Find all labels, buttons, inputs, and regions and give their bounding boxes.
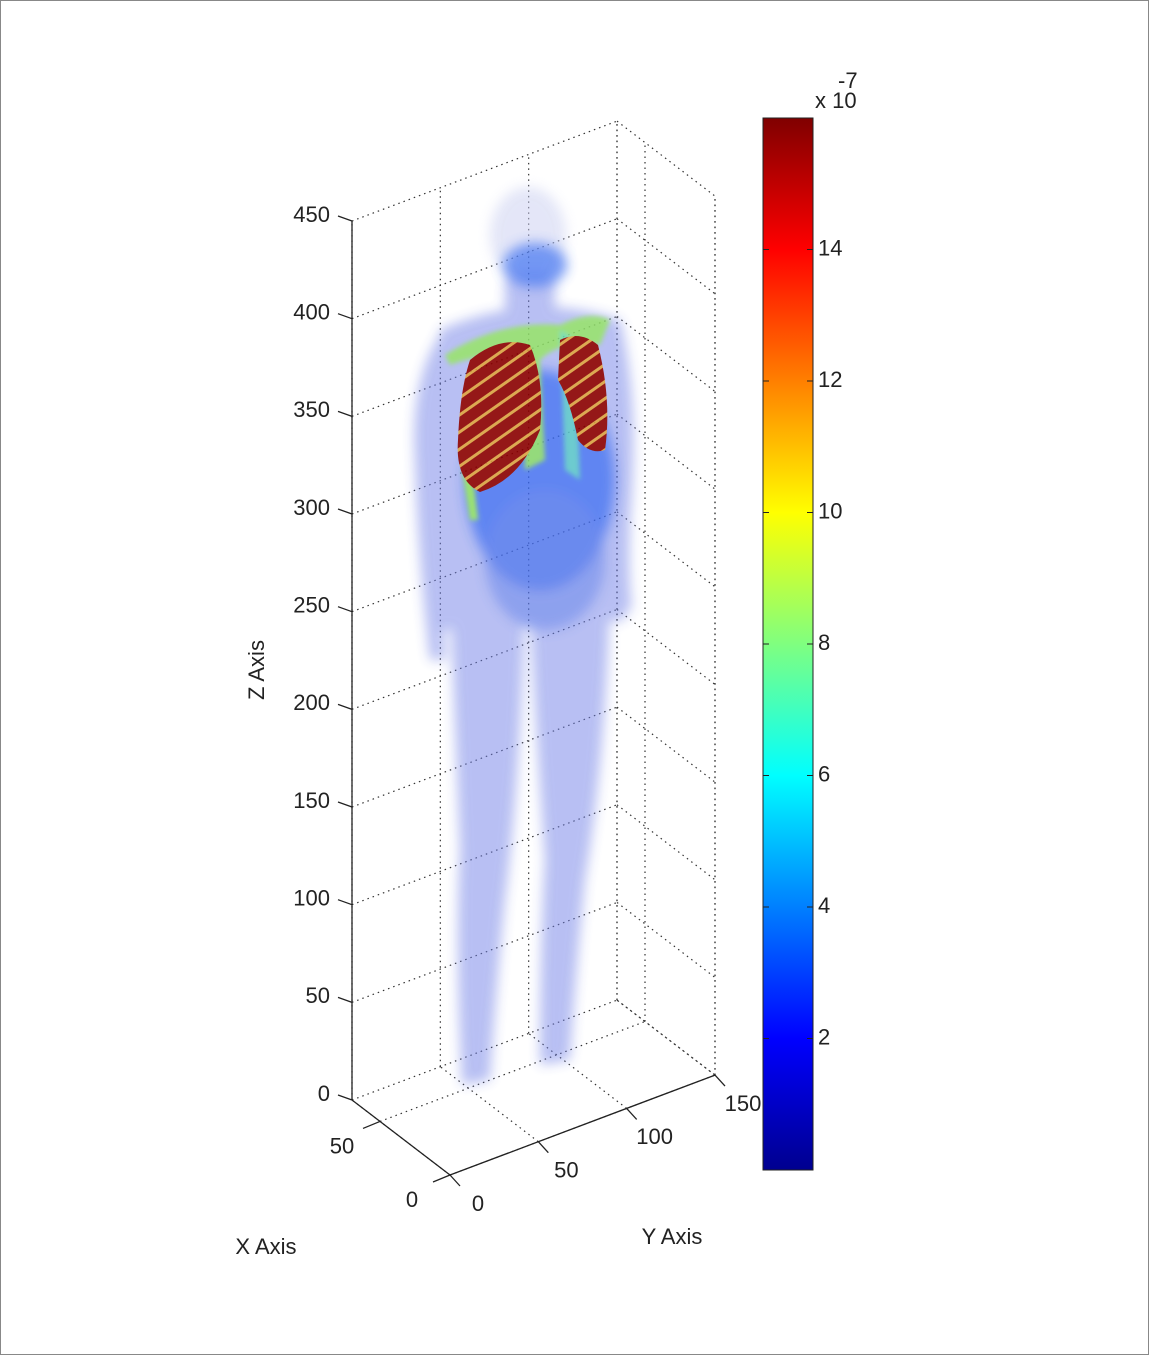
z-tick: [337, 996, 353, 1003]
colorbar-tick-label: 14: [818, 235, 842, 260]
x-tick-label: 0: [406, 1187, 418, 1212]
z-tick: [337, 703, 353, 710]
colorbar-multiplier: x 10: [815, 88, 857, 113]
z-tick: [337, 606, 353, 613]
z-tick: [337, 215, 353, 222]
volume-render: [414, 187, 634, 1085]
z-tick-label: 450: [293, 202, 330, 227]
y-tick: [626, 1107, 638, 1120]
x-axis-line: [351, 1099, 451, 1176]
z-tick: [337, 410, 353, 417]
z-tick-label: 300: [293, 495, 330, 520]
z-grid-line: [616, 901, 716, 978]
colorbar-tick-label: 10: [818, 498, 842, 523]
colorbar-tick-label: 12: [818, 367, 842, 392]
colorbar-exponent: -7: [838, 68, 858, 93]
x-tick: [362, 1120, 381, 1130]
y-grid-line: [439, 1066, 539, 1143]
colorbar-tick-label: 4: [818, 893, 830, 918]
z-tick: [337, 801, 353, 808]
y-tick-label: 100: [636, 1124, 673, 1149]
z-grid-line: [616, 608, 716, 685]
colorbar-tick-label: 2: [818, 1024, 830, 1049]
y-tick-label: 150: [725, 1091, 762, 1116]
x-tick: [432, 1174, 451, 1183]
z-tick: [337, 313, 353, 320]
y-axis-label: Y Axis: [642, 1224, 703, 1249]
y-grid-line: [528, 1032, 628, 1109]
z-tick-label: 50: [306, 983, 330, 1008]
y-tick-label: 0: [472, 1191, 484, 1216]
z-tick-label: 100: [293, 886, 330, 911]
z-grid-line: [616, 804, 716, 881]
y-tick: [714, 1074, 726, 1087]
z-grid-line: [616, 706, 716, 783]
z-tick-label: 350: [293, 397, 330, 422]
y-axis-line: [449, 1074, 716, 1176]
z-grid-line: [616, 120, 716, 197]
colorbar: 2 4 6 8 10 12 14 x 10-7: [762, 68, 858, 1171]
z-tick-label: 200: [293, 690, 330, 715]
z-grid-line: [616, 413, 716, 490]
colorbar-gradient: [762, 117, 814, 1171]
z-tick: [337, 1094, 353, 1101]
colorbar-tick-label: 8: [818, 630, 830, 655]
z-axis-label: Z Axis: [244, 640, 269, 700]
x-tick-label: 50: [330, 1133, 354, 1158]
z-tick-label: 150: [293, 788, 330, 813]
y-grid-line: [616, 999, 716, 1076]
y-tick: [537, 1141, 549, 1154]
y-tick-label: 50: [554, 1158, 578, 1183]
colorbar-tick-label: 6: [818, 761, 830, 786]
z-grid-line: [616, 315, 716, 392]
z-tick-label: 250: [293, 593, 330, 618]
z-grid-line: [616, 218, 716, 295]
z-tick: [337, 899, 353, 906]
y-tick: [449, 1174, 461, 1187]
axes: 0 50 100 150 200 250 300 350 400 450 0 50 0 50 100 150: [293, 202, 761, 1216]
z-tick-label: 400: [293, 300, 330, 325]
z-grid-line: [616, 511, 716, 588]
z-tick-label: 0: [318, 1081, 330, 1106]
z-tick: [337, 508, 353, 515]
x-axis-label: X Axis: [235, 1234, 296, 1259]
